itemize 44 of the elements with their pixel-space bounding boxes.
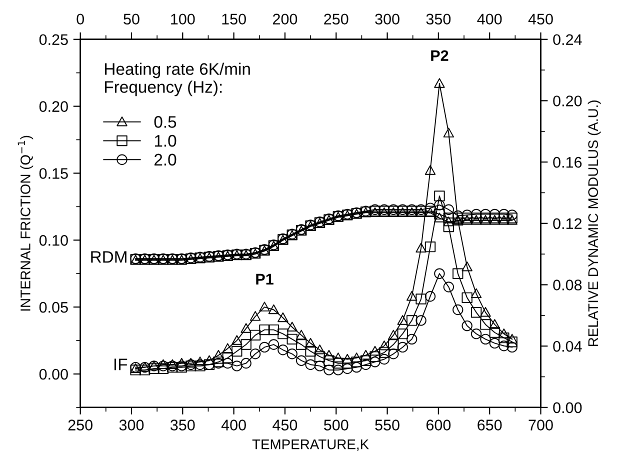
y2-tick-label: 0.00 [553, 402, 582, 414]
y2-tick-label: 0.16 [553, 156, 582, 168]
y2-tick-label: 0.04 [553, 340, 582, 352]
x-tick-label: 600 [426, 420, 451, 430]
legend-label: 2.0 [154, 154, 176, 166]
x-tick-label: 250 [68, 420, 92, 430]
annotation: P1 [256, 274, 274, 284]
y-tick-label: 0.15 [39, 168, 68, 179]
x2-tick-label: 50 [124, 14, 140, 25]
y2-tick-label: 0.20 [553, 96, 582, 106]
y-axis-title: INTERNAL FRICTION (Q$^{−1}$) [18, 136, 34, 311]
annotation: P2 [431, 50, 448, 61]
x-tick-label: 500 [324, 420, 348, 430]
y-tick-label: 0.00 [39, 368, 68, 380]
x2-tick-label: 350 [426, 14, 451, 25]
y-tick-label: 0.20 [39, 101, 68, 112]
x-tick-label: 700 [528, 420, 553, 430]
annotation: IF [114, 358, 128, 370]
x2-tick-label: 250 [324, 14, 348, 25]
x2-tick-label: 0 [76, 14, 84, 25]
y-tick-label: 0.05 [39, 302, 68, 313]
y2-axis-title: RELATIVE DYNAMIC MODULUS (A.U.) [588, 100, 601, 346]
x-tick-label: 450 [272, 420, 298, 430]
x-tick-label: 400 [221, 420, 246, 430]
y-tick-label: 0.10 [39, 234, 68, 246]
legend-title: Heating rate 6K/min Frequency (Hz): [105, 62, 250, 96]
x2-tick-label: 200 [272, 14, 298, 25]
x-tick-label: 300 [119, 420, 144, 430]
legend-label: 0.5 [154, 116, 176, 128]
y2-tick-label: 0.08 [553, 280, 582, 290]
x-axis-title: TEMPERATURE,K [252, 440, 369, 451]
x2-tick-label: 450 [528, 14, 553, 25]
x-tick-label: 650 [478, 420, 502, 430]
x2-tick-label: 100 [171, 14, 195, 25]
y-tick-label: 0.25 [39, 34, 68, 46]
x-tick-label: 350 [170, 420, 195, 430]
x2-tick-label: 300 [375, 14, 400, 25]
legend-label: 1.0 [154, 134, 176, 147]
annotation: RDM [91, 251, 126, 263]
y2-tick-label: 0.12 [553, 218, 582, 230]
x-tick-label: 550 [375, 420, 400, 430]
y2-tick-label: 0.24 [553, 34, 582, 46]
x2-tick-label: 400 [477, 14, 502, 25]
x2-tick-label: 150 [222, 14, 246, 25]
